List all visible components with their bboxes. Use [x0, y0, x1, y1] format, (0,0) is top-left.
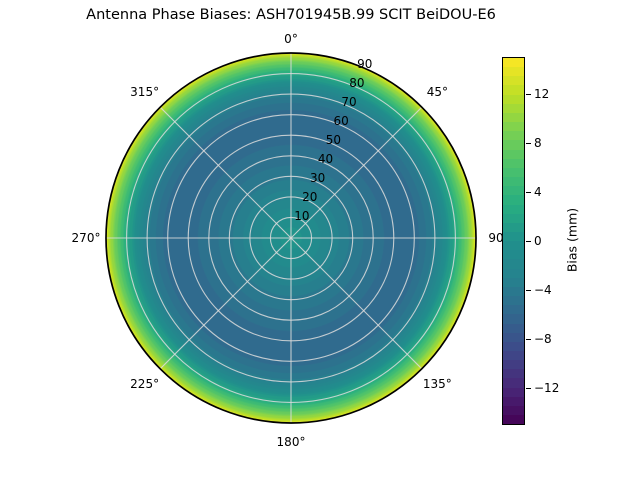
colorbar-band — [503, 259, 524, 269]
theta-gridline — [290, 106, 423, 239]
colorbar-band — [503, 369, 524, 379]
colorbar-band — [503, 85, 524, 95]
colorbar-tick — [526, 191, 531, 194]
theta-tick-label: 0° — [284, 32, 298, 46]
r-tick-label: 70 — [341, 95, 357, 110]
colorbar-tick — [526, 339, 531, 341]
colorbar-band — [503, 177, 524, 187]
colorbar-band — [503, 94, 524, 104]
colorbar-band — [503, 396, 524, 406]
colorbar-band — [503, 305, 524, 315]
colorbar-band — [503, 149, 524, 159]
colorbar-band — [503, 112, 524, 123]
colorbar-band — [503, 158, 524, 168]
theta-tick-label: 45° — [426, 84, 448, 99]
theta-tick-label: 270° — [71, 231, 101, 245]
colorbar-band — [503, 76, 524, 86]
colorbar-tick-label: −8 — [534, 332, 552, 347]
colorbar-band — [503, 131, 524, 141]
colorbar-tick-label: 12 — [534, 86, 550, 101]
r-tick-label: 10 — [294, 209, 310, 223]
colorbar-band — [503, 167, 524, 178]
colorbar-tick-label: −4 — [534, 283, 552, 298]
r-tick-label: 40 — [317, 152, 334, 167]
colorbar-band — [503, 286, 524, 297]
colorbar-band — [503, 323, 524, 333]
colorbar-band — [503, 186, 524, 196]
colorbar-tick-label: −12 — [534, 381, 560, 396]
colorbar-tick — [526, 388, 531, 390]
theta-gridline — [159, 237, 292, 370]
r-tick-label: 80 — [349, 76, 365, 91]
colorbar-tick — [526, 142, 531, 145]
colorbar-band — [503, 222, 524, 232]
colorbar-tick-label: 8 — [534, 135, 542, 150]
colorbar-band — [503, 268, 524, 278]
colorbar-band — [503, 195, 524, 205]
colorbar-band — [503, 241, 524, 251]
colorbar-band — [503, 314, 524, 324]
theta-gridline — [290, 237, 423, 370]
chart-title: Antenna Phase Biases: ASH701945B.99 SCIT… — [86, 7, 496, 23]
colorbar-band — [503, 213, 524, 223]
r-tick-label: 90 — [357, 57, 373, 72]
colorbar-band — [503, 332, 524, 342]
colorbar-band — [503, 140, 524, 150]
colorbar-tick-label: 4 — [534, 184, 542, 199]
colorbar-band — [503, 122, 524, 132]
theta-tick-label: 90 — [488, 231, 504, 245]
colorbar-tick — [526, 93, 531, 95]
colorbar-band — [503, 67, 524, 77]
theta-tick-label: 180° — [276, 435, 306, 449]
theta-gridline — [159, 106, 292, 239]
colorbar-band — [503, 378, 524, 388]
colorbar — [502, 57, 525, 425]
r-tick-label: 20 — [302, 190, 318, 205]
colorbar-band — [503, 351, 524, 361]
colorbar-band — [503, 250, 524, 260]
r-tick-label: 50 — [325, 133, 341, 148]
colorbar-tick-label: 0 — [534, 234, 542, 248]
r-tick-label: 60 — [333, 114, 349, 129]
colorbar-band — [503, 405, 524, 416]
theta-tick-label: 315° — [130, 84, 160, 99]
colorbar-tick — [526, 241, 531, 243]
theta-tick-label: 225° — [130, 377, 160, 392]
colorbar-tick — [526, 290, 531, 292]
colorbar-band — [503, 58, 524, 68]
polar-outline — [105, 52, 477, 424]
theta-tick-label: 135° — [422, 377, 452, 392]
colorbar-axis-label: Bias (mm) — [564, 207, 580, 273]
r-tick-label: 30 — [309, 171, 326, 186]
colorbar-band — [503, 103, 524, 113]
colorbar-band — [503, 387, 524, 397]
colorbar-band — [503, 415, 524, 425]
colorbar-band — [503, 296, 524, 306]
colorbar-band — [503, 360, 524, 370]
colorbar-band — [503, 204, 524, 214]
colorbar-band — [503, 277, 524, 287]
colorbar-band — [503, 231, 524, 242]
colorbar-band — [503, 341, 524, 351]
